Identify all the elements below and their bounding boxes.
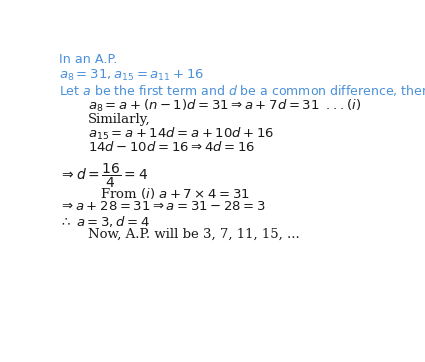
- Text: $a_8 = a + (n-1)d = 31 \Rightarrow a + 7d = 31\;\;...(i)$: $a_8 = a + (n-1)d = 31 \Rightarrow a + 7…: [88, 98, 361, 114]
- Text: $a_{15} = a + 14d = a + 10d + 16$: $a_{15} = a + 14d = a + 10d + 16$: [88, 126, 274, 142]
- Text: $14d - 10d = 16 \Rightarrow 4d = 16$: $14d - 10d = 16 \Rightarrow 4d = 16$: [88, 140, 255, 154]
- Text: $\Rightarrow d = \dfrac{16}{4} = 4$: $\Rightarrow d = \dfrac{16}{4} = 4$: [60, 162, 149, 190]
- Text: $a_8 = 31, a_{15} = a_{11} + 16$: $a_8 = 31, a_{15} = a_{11} + 16$: [60, 68, 204, 83]
- Text: $\therefore\; a = 3, d = 4$: $\therefore\; a = 3, d = 4$: [60, 214, 150, 229]
- Text: Now, A.P. will be 3, 7, 11, 15, ...: Now, A.P. will be 3, 7, 11, 15, ...: [88, 228, 300, 241]
- Text: From $(i)$ $a + 7 \times 4 = 31$: From $(i)$ $a + 7 \times 4 = 31$: [99, 186, 249, 201]
- Text: Similarly,: Similarly,: [88, 113, 150, 126]
- Text: Let $a$ be the first term and $d$ be a common difference, then: Let $a$ be the first term and $d$ be a c…: [60, 83, 425, 98]
- Text: $\Rightarrow a + 28 = 31 \Rightarrow a = 31 - 28 = 3$: $\Rightarrow a + 28 = 31 \Rightarrow a =…: [60, 200, 266, 213]
- Text: In an A.P.: In an A.P.: [60, 53, 118, 66]
